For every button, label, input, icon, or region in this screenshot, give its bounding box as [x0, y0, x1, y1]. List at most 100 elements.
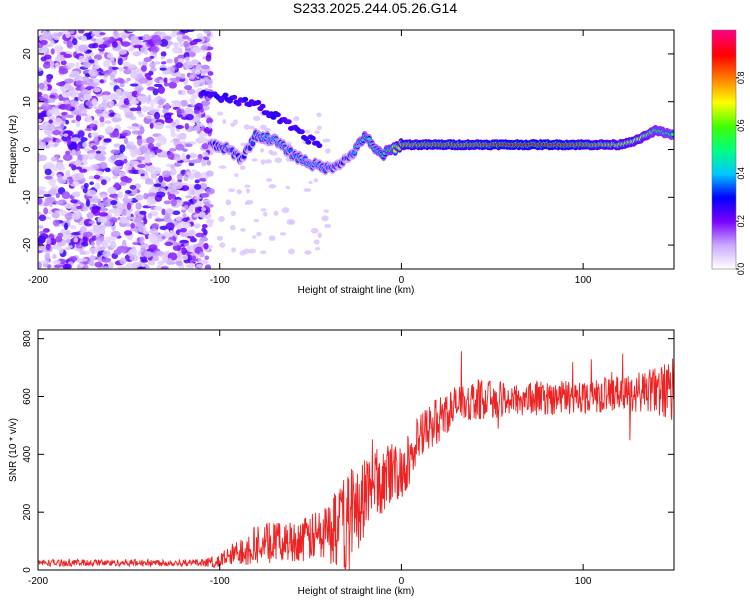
- noise-blob: [143, 57, 152, 63]
- noise-blob: [165, 208, 174, 215]
- colorbar-step: [712, 237, 736, 240]
- noise-blob: [153, 183, 162, 188]
- noise-blob: [201, 64, 210, 70]
- noise-blob: [180, 73, 186, 80]
- noise-blob: [157, 260, 165, 265]
- colorbar-step: [712, 117, 736, 121]
- noise-blob: [266, 178, 273, 182]
- noise-blob: [159, 39, 169, 47]
- colorbar-step: [712, 111, 736, 115]
- noise-blob: [146, 115, 152, 120]
- noise-blob: [78, 104, 83, 111]
- noise-blob: [189, 237, 197, 243]
- noise-blob: [133, 39, 143, 44]
- colorbar-step: [712, 99, 736, 103]
- noise-blob: [264, 159, 273, 164]
- colorbar-step: [712, 233, 736, 236]
- noise-blob: [127, 125, 137, 130]
- colorbar-step: [712, 63, 736, 67]
- noise-blob: [85, 86, 95, 90]
- noise-blob: [46, 110, 51, 116]
- noise-blob: [46, 196, 56, 203]
- noise-blob: [218, 165, 227, 169]
- noise-blob: [119, 257, 127, 265]
- noise-blob: [180, 99, 188, 107]
- colorbar-step: [712, 197, 736, 200]
- noise-blob: [150, 46, 160, 53]
- noise-blob: [63, 204, 74, 209]
- noise-blob: [40, 56, 47, 62]
- colorbar-step: [712, 59, 736, 63]
- colorbar-step: [712, 151, 736, 155]
- noise-blob: [102, 37, 111, 41]
- colorbar-step: [712, 219, 736, 222]
- noise-blob: [308, 180, 313, 184]
- colorbar-step: [712, 93, 736, 97]
- noise-blob: [174, 56, 179, 65]
- noise-blob: [70, 137, 81, 142]
- colorbar-step: [712, 79, 736, 83]
- noise-blob: [87, 189, 97, 197]
- noise-blob: [164, 241, 174, 247]
- noise-blob: [184, 56, 190, 62]
- noise-blob: [200, 45, 208, 51]
- noise-blob: [70, 199, 78, 204]
- noise-blob: [124, 165, 133, 171]
- noise-blob: [79, 251, 87, 255]
- noise-blob: [171, 79, 180, 83]
- noise-blob: [153, 61, 161, 65]
- colorbar-step: [712, 259, 736, 262]
- noise-blob: [100, 179, 107, 186]
- noise-blob: [70, 110, 81, 116]
- colorbar-step: [712, 103, 736, 107]
- noise-blob: [88, 175, 96, 180]
- noise-blob: [243, 124, 251, 130]
- noise-blob: [180, 109, 185, 114]
- noise-blob: [43, 207, 49, 215]
- noise-blob: [97, 218, 103, 223]
- noise-blob: [67, 90, 77, 97]
- noise-blob: [101, 70, 110, 74]
- noise-blob: [123, 158, 128, 164]
- noise-blob: [66, 40, 73, 48]
- noise-blob: [58, 68, 69, 75]
- noise-blob: [144, 72, 152, 79]
- noise-blob: [181, 255, 189, 261]
- colorbar-frame: [711, 29, 737, 270]
- noise-blob: [219, 242, 226, 248]
- noise-blob: [187, 254, 193, 262]
- noise-blob: [159, 67, 167, 71]
- ridge-core: [670, 132, 674, 136]
- noise-blob: [78, 113, 88, 117]
- colorbar-step: [712, 81, 736, 85]
- noise-blob: [322, 138, 331, 143]
- noise-blob: [136, 237, 141, 243]
- noise-blob: [53, 108, 60, 116]
- noise-blob: [169, 168, 177, 176]
- noise-blob: [173, 42, 179, 48]
- noise-blob: [143, 192, 149, 200]
- noise-blob: [128, 64, 137, 69]
- noise-blob: [274, 157, 283, 164]
- noise-blob: [69, 30, 75, 35]
- noise-blob: [82, 141, 88, 148]
- noise-blob: [225, 199, 232, 206]
- noise-blob: [106, 198, 112, 202]
- colorbar-step: [712, 183, 736, 186]
- colorbar-step: [712, 265, 736, 268]
- noise-blob: [98, 51, 105, 55]
- colorbar-step: [712, 125, 736, 129]
- colorbar-step: [712, 209, 736, 212]
- noise-blob: [189, 75, 195, 80]
- colorbar-step: [712, 179, 736, 182]
- noise-blob: [43, 31, 52, 40]
- noise-blob: [260, 250, 267, 255]
- noise-blob: [81, 108, 88, 114]
- noise-blob: [95, 170, 104, 176]
- noise-blob: [179, 230, 188, 237]
- noise-blob: [101, 257, 112, 263]
- noise-blob: [148, 244, 158, 251]
- noise-blob: [182, 217, 189, 222]
- noise-blob: [285, 185, 291, 190]
